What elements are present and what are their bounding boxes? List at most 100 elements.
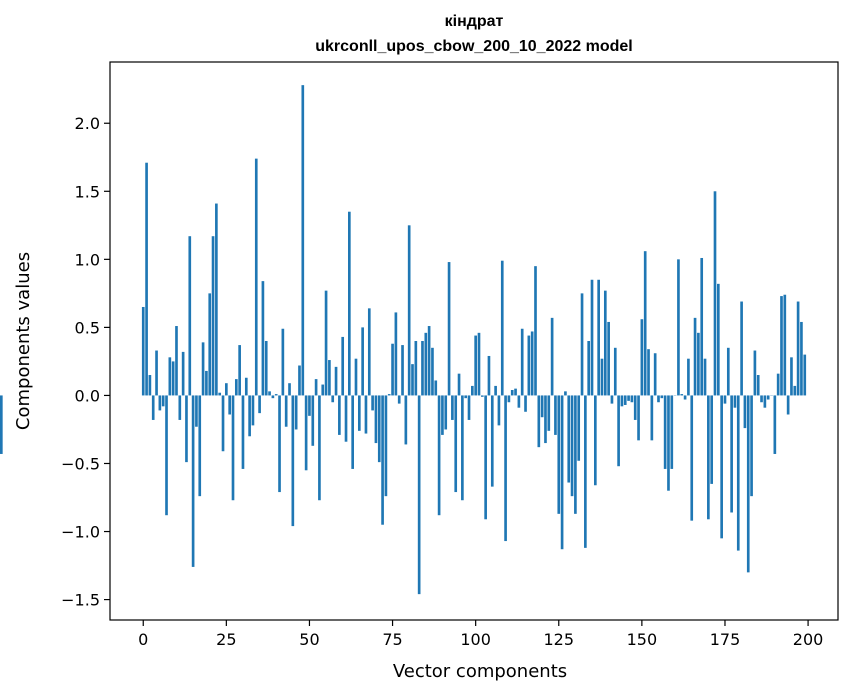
bar-89 <box>437 395 441 516</box>
bar-56 <box>328 360 331 396</box>
bar-172 <box>713 191 717 396</box>
bar-67 <box>364 395 368 434</box>
bar-69 <box>371 395 374 411</box>
bar-87 <box>431 347 434 396</box>
bar-169 <box>703 358 707 396</box>
bar-151 <box>643 251 647 396</box>
bar-0 <box>141 306 145 396</box>
bar-163 <box>683 395 687 400</box>
bar-45 <box>291 395 295 527</box>
bar-32 <box>248 395 251 437</box>
y-tick-label: 1.0 <box>75 250 100 269</box>
bar-191 <box>776 373 780 396</box>
y-tick-label: 1.5 <box>75 182 100 201</box>
bar-64 <box>354 358 358 396</box>
bar-186 <box>760 395 763 403</box>
bar-83 <box>417 395 421 595</box>
bar-166 <box>693 317 697 396</box>
bar-77 <box>397 395 401 404</box>
bar-157 <box>663 395 667 469</box>
bar-54 <box>321 384 325 396</box>
bar-153 <box>650 395 654 441</box>
bar-139 <box>603 290 607 396</box>
bar-52 <box>314 379 318 396</box>
bar-12 <box>181 351 185 396</box>
bar-8 <box>168 357 172 396</box>
bar-197 <box>796 301 800 396</box>
bar-176 <box>726 347 730 396</box>
bar-127 <box>564 391 567 396</box>
bar-9 <box>171 361 175 396</box>
bar-129 <box>570 395 574 497</box>
bar-143 <box>617 395 620 467</box>
bar-41 <box>278 395 281 493</box>
bar-113 <box>517 395 521 408</box>
bar-133 <box>584 395 587 548</box>
bar-188 <box>766 395 770 400</box>
bar-26 <box>228 395 231 415</box>
bar-66 <box>361 327 364 396</box>
bar-46 <box>294 395 298 430</box>
bar-68 <box>367 308 371 396</box>
x-tick-label: 100 <box>460 630 491 649</box>
bar-40 <box>274 394 278 396</box>
bar-152 <box>647 349 650 396</box>
bar-147 <box>630 395 634 403</box>
bar-164 <box>687 358 690 396</box>
y-tick-label: 0.5 <box>75 318 100 337</box>
bar-194 <box>786 395 790 415</box>
bar-3 <box>151 395 155 420</box>
bar-91 <box>444 395 448 430</box>
x-tick-label: 75 <box>382 630 402 649</box>
bar-98 <box>467 395 471 420</box>
bar-131 <box>577 395 581 461</box>
bar-199 <box>803 354 807 396</box>
bar-37 <box>264 341 268 396</box>
bar-51 <box>311 395 315 446</box>
bar-187 <box>763 395 767 408</box>
bar-118 <box>534 266 537 396</box>
bar-126 <box>560 395 564 550</box>
bar-28 <box>234 379 238 396</box>
bar-120 <box>540 395 544 418</box>
bar-95 <box>457 373 461 396</box>
bar-162 <box>680 394 684 396</box>
bar-48 <box>301 85 305 396</box>
bar-136 <box>594 395 597 486</box>
bar-148 <box>633 395 637 420</box>
bar-84 <box>421 341 424 396</box>
bar-150 <box>640 319 644 396</box>
bar-10 <box>175 326 178 396</box>
bar-63 <box>351 395 354 469</box>
bar-177 <box>730 395 733 513</box>
bar-31 <box>244 377 248 396</box>
bar-173 <box>717 283 720 396</box>
bar-79 <box>404 395 408 445</box>
bar-30 <box>241 395 245 469</box>
bar-109 <box>504 395 507 542</box>
bar-116 <box>527 335 531 396</box>
bar-85 <box>424 332 428 396</box>
bar-193 <box>783 294 787 396</box>
x-tick-label: 0 <box>138 630 148 649</box>
bar-61 <box>344 395 348 442</box>
bar-27 <box>231 395 235 501</box>
bar-110 <box>507 395 511 403</box>
bar-11 <box>178 395 182 420</box>
bar-44 <box>288 383 291 396</box>
bar-74 <box>387 394 391 396</box>
bar-93 <box>451 395 454 420</box>
bar-71 <box>377 395 381 463</box>
bar-86 <box>427 326 431 396</box>
bar-101 <box>477 332 481 396</box>
bar-38 <box>268 391 271 396</box>
bar-59 <box>338 395 341 435</box>
bar-168 <box>700 257 704 396</box>
bar-102 <box>480 395 484 397</box>
bar-161 <box>677 259 680 396</box>
bar-142 <box>613 347 617 396</box>
bar-100 <box>474 335 477 396</box>
y-tick-label: −0.5 <box>61 454 100 473</box>
x-tick-label: 125 <box>543 630 574 649</box>
chart-title-line2: ukrconll_upos_cbow_200_10_2022 model <box>315 38 632 55</box>
